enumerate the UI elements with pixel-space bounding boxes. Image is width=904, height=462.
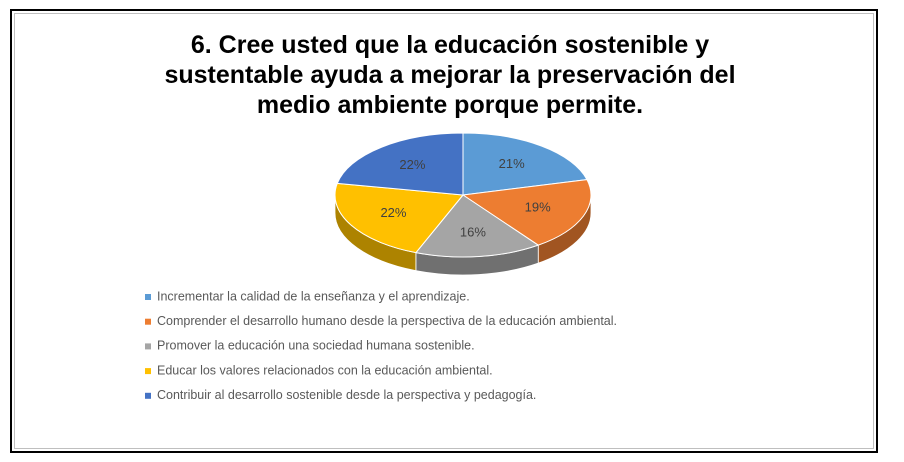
legend-marker: [145, 368, 151, 375]
data-label: 19%: [525, 199, 551, 214]
chart-area: [14, 13, 874, 449]
data-label: 22%: [380, 205, 406, 220]
slice: [461, 179, 592, 246]
slice: [336, 132, 464, 196]
slice: [334, 182, 464, 254]
legend-marker: [145, 318, 151, 325]
chart-title: 6. Cree usted que la educación sostenibl…: [164, 31, 736, 119]
legend-label: Promover la educación una sociedad human…: [157, 339, 475, 353]
legend-label: Comprender el desarrollo humano desde la…: [157, 314, 617, 328]
legend-label: Educar los valores relacionados con la e…: [157, 363, 493, 377]
data-label: 16%: [460, 225, 486, 240]
legend-marker: [145, 392, 151, 399]
legend-marker: [145, 294, 151, 300]
slice: [414, 194, 540, 258]
data-label: 22%: [399, 157, 425, 172]
legend-label: Contribuir al desarrollo sostenible desd…: [157, 388, 536, 402]
legend-marker: [145, 343, 151, 350]
slice: [462, 132, 588, 196]
outer-frame: [10, 9, 878, 453]
legend-label: Incrementar la calidad de la enseñanza y…: [157, 289, 470, 303]
data-label: 21%: [499, 156, 525, 171]
